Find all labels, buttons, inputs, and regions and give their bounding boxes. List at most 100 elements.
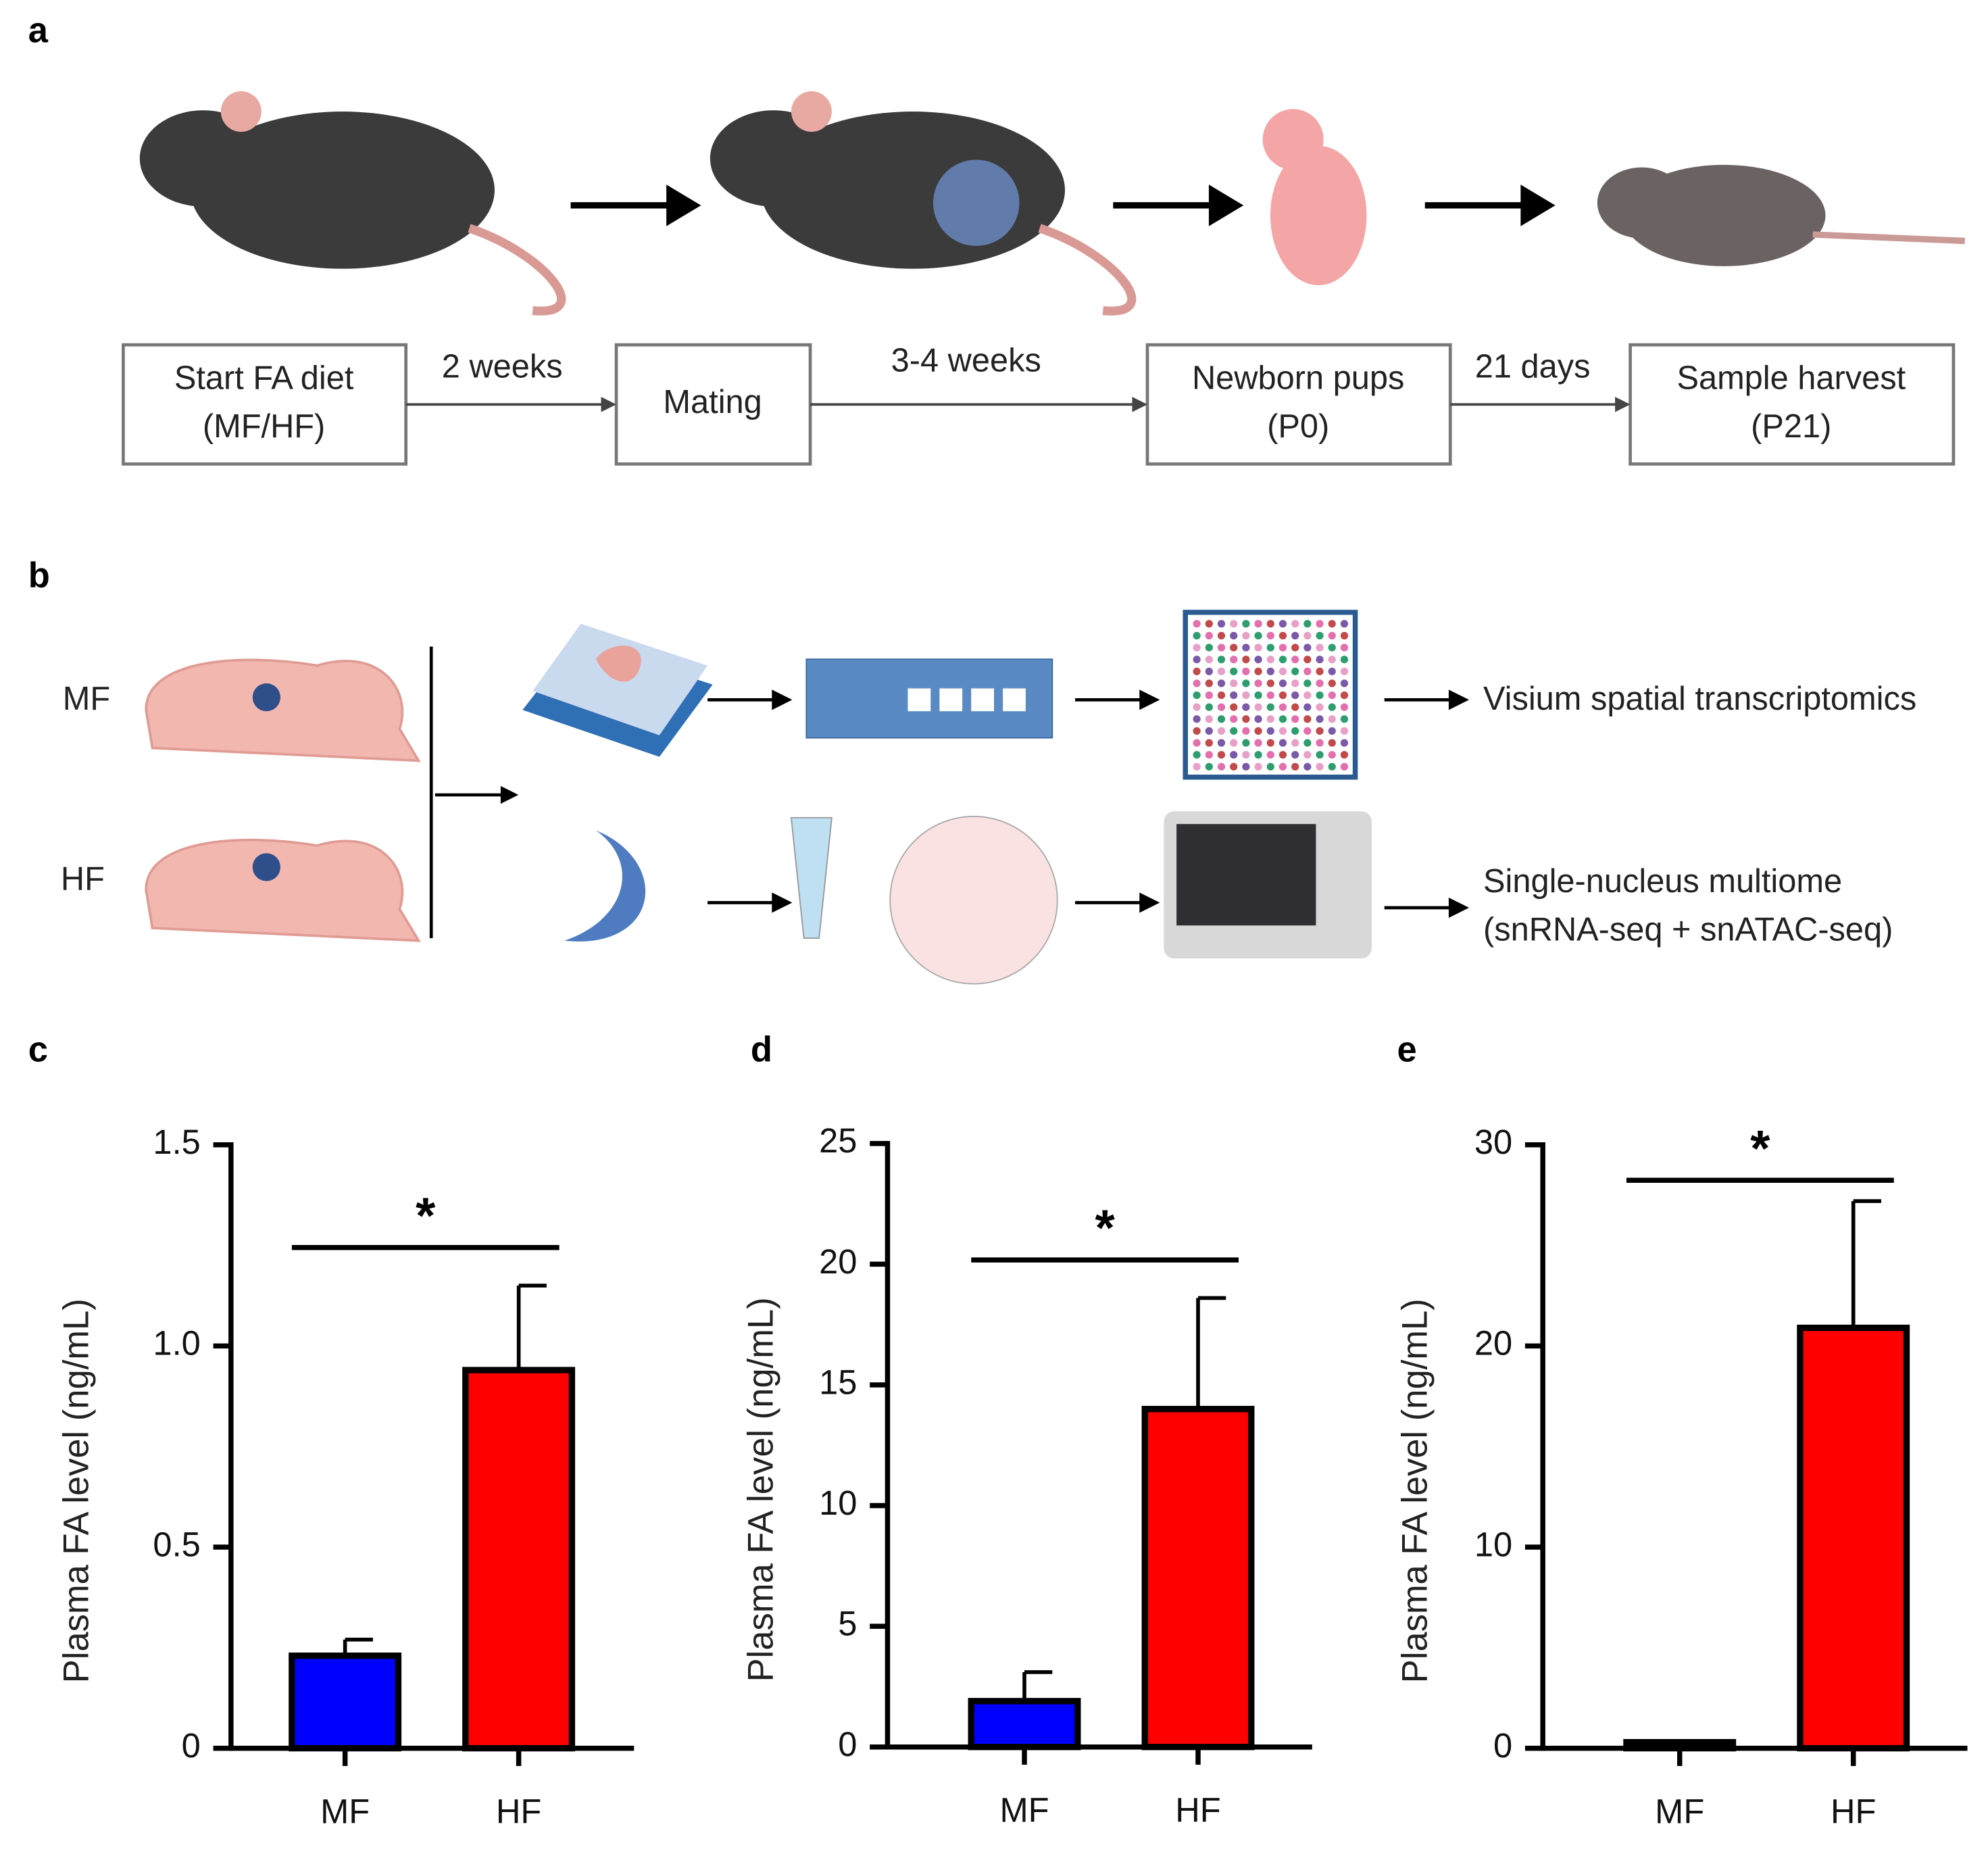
spot	[1205, 620, 1213, 628]
y-tick-label: 1.5	[153, 1123, 200, 1161]
spot	[1316, 656, 1324, 664]
spot	[1230, 703, 1238, 711]
mouse-pregnant	[710, 91, 1137, 316]
spot	[1278, 727, 1287, 735]
x-tick-label: MF	[999, 1791, 1049, 1830]
spot	[1291, 691, 1299, 700]
spot	[1328, 667, 1336, 675]
bar	[968, 1698, 1081, 1751]
panel-label: c	[28, 1030, 48, 1070]
arrows	[570, 185, 1556, 226]
spot	[1254, 727, 1262, 735]
spot	[1230, 631, 1238, 640]
spot	[1291, 656, 1299, 664]
step-text: (MF/HF)	[203, 408, 325, 445]
spot	[1254, 762, 1262, 771]
spot	[1328, 656, 1336, 664]
spot	[1254, 739, 1262, 747]
spot	[1254, 691, 1262, 700]
spot	[1316, 762, 1324, 771]
spot	[1254, 703, 1262, 711]
spot	[1205, 631, 1213, 640]
step-text: (P21)	[1751, 408, 1831, 445]
spot	[1230, 643, 1238, 652]
spot	[1217, 762, 1226, 771]
output-text: Single-nucleus multiome	[1483, 863, 1842, 900]
spot	[1340, 631, 1349, 640]
spot	[1278, 620, 1287, 628]
spot	[1217, 679, 1226, 687]
spot	[1205, 703, 1213, 711]
spot	[1278, 703, 1287, 711]
spot	[1340, 703, 1349, 711]
spot	[1254, 679, 1262, 687]
spot	[1328, 679, 1336, 687]
group-label: MF	[63, 681, 110, 717]
spot	[1266, 703, 1274, 711]
spot	[1193, 679, 1201, 687]
spot	[1303, 691, 1312, 700]
spot	[1328, 739, 1336, 747]
step-text: Sample harvest	[1676, 360, 1906, 397]
spot	[1205, 727, 1213, 735]
spot	[1328, 727, 1336, 735]
spot	[1340, 667, 1349, 675]
spot	[1254, 656, 1262, 664]
spot	[1205, 715, 1213, 723]
spot	[1205, 667, 1213, 675]
spot	[1242, 667, 1250, 675]
x-tick-label: HF	[1175, 1791, 1220, 1830]
spot	[1242, 620, 1250, 628]
spot	[1266, 656, 1274, 664]
spot	[1230, 715, 1238, 723]
spot	[1254, 643, 1262, 652]
spot	[1193, 620, 1201, 628]
spot	[1266, 715, 1274, 723]
spot	[1266, 739, 1274, 747]
y-axis-label: Plasma FA level (ng/mL)	[1395, 1298, 1435, 1683]
spot	[1205, 679, 1213, 687]
spot	[1316, 631, 1324, 640]
spot	[1340, 643, 1349, 652]
spot	[1291, 667, 1299, 675]
significance-star: *	[1095, 1200, 1116, 1256]
spot	[1316, 727, 1324, 735]
tube-icon	[790, 816, 833, 939]
spot	[1242, 715, 1250, 723]
spot	[1291, 739, 1299, 747]
spot	[1242, 631, 1250, 640]
bar	[1797, 1324, 1910, 1752]
workflow-arrows	[429, 646, 1469, 939]
spot	[1303, 715, 1312, 723]
spot	[1291, 762, 1299, 771]
spot	[1242, 691, 1250, 700]
spot	[1303, 667, 1312, 675]
output-text: (snRNA-seq + snATAC-seq)	[1483, 912, 1893, 948]
spot	[1254, 631, 1262, 640]
spot	[1205, 762, 1213, 771]
spot	[1217, 656, 1226, 664]
significance-star: *	[416, 1187, 436, 1244]
spot	[1242, 727, 1250, 735]
spot	[1291, 727, 1299, 735]
group-label: HF	[61, 860, 105, 897]
spot	[1340, 739, 1349, 747]
spot	[1193, 643, 1201, 652]
spot	[1230, 751, 1238, 759]
y-tick-label: 0	[182, 1726, 201, 1765]
y-axis-label: Plasma FA level (ng/mL)	[57, 1298, 97, 1683]
spot	[1303, 656, 1312, 664]
y-tick-label: 0	[1493, 1726, 1512, 1765]
spot	[1316, 643, 1324, 652]
spot	[1193, 703, 1201, 711]
spot	[1230, 620, 1238, 628]
spot	[1291, 631, 1299, 640]
step-box	[1145, 343, 1452, 466]
newborn-pup	[1262, 109, 1367, 286]
spot	[1230, 667, 1238, 675]
step-box	[122, 343, 408, 466]
spot	[1217, 620, 1226, 628]
spot	[1278, 739, 1287, 747]
